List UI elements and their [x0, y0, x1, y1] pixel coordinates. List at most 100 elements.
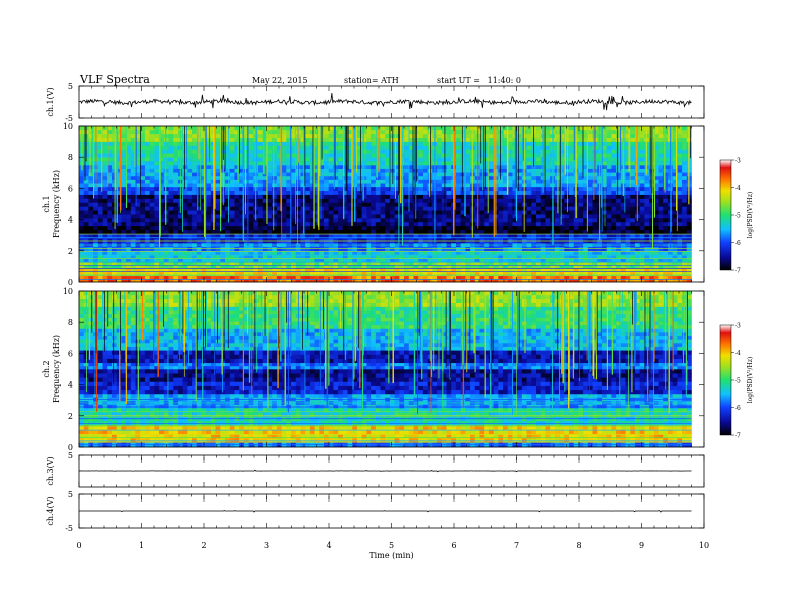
spectrogram-cell: [300, 149, 306, 154]
spectrogram-cell: [187, 267, 193, 273]
spectrogram-cell: [305, 183, 311, 188]
spectrogram-cell: [441, 271, 447, 277]
spectrogram-cell: [182, 126, 188, 131]
spectrogram-cell: [404, 271, 410, 277]
spectrogram-cell: [597, 271, 603, 277]
spectrogram-cell: [97, 186, 103, 192]
spectrogram-cell: [564, 225, 570, 231]
spectrogram-cell: [583, 145, 589, 150]
spectrogram-cell: [352, 264, 358, 269]
spectrogram-cell: [187, 250, 193, 255]
spectrogram-cell: [338, 210, 344, 215]
spectrogram-cell: [328, 190, 334, 195]
spectrogram-cell: [418, 145, 424, 150]
spectrogram-cell: [342, 194, 348, 199]
spectrogram-cell: [295, 190, 301, 195]
spectrogram-cell: [569, 233, 575, 239]
spectrogram-cell: [408, 202, 414, 207]
spectrogram-cell: [248, 254, 254, 259]
spectrogram-cell: [154, 141, 160, 146]
spectrogram-cell: [488, 254, 494, 259]
spectrogram-cell: [427, 229, 433, 234]
spectrogram-cell: [342, 229, 348, 234]
spectrogram-cell: [573, 229, 579, 234]
spectrogram-cell: [173, 133, 179, 138]
spectrogram-cell: [601, 172, 607, 177]
spectrogram-cell: [441, 218, 447, 223]
spectrogram-cell: [229, 137, 235, 142]
spectrogram-cell: [611, 264, 617, 269]
spectrogram-cell: [187, 229, 193, 234]
spectrogram-cell: [88, 172, 94, 177]
spectrogram-cell: [507, 126, 513, 131]
spectrogram-cell: [220, 206, 226, 211]
spectrogram-cell: [361, 175, 367, 180]
spectrogram-cell: [262, 221, 268, 227]
spectrogram-cell: [380, 129, 386, 135]
spectrogram-cell: [196, 254, 202, 259]
spectrogram-cell: [220, 264, 226, 269]
spectrogram-cell: [564, 168, 570, 173]
spectrogram-cell: [583, 133, 589, 138]
spectrogram-cell: [206, 161, 212, 166]
spectrogram-cell: [248, 194, 254, 199]
spectrogram-cell: [630, 271, 636, 277]
spectrogram-cell: [267, 190, 273, 195]
spectrogram-cell: [88, 175, 94, 180]
spectrogram-cell: [446, 186, 452, 192]
spectrogram-cell: [309, 137, 315, 142]
spectrogram-cell: [267, 194, 273, 199]
spectrogram-cell: [135, 198, 141, 203]
spectrogram-cell: [507, 261, 513, 266]
spectrogram-cell: [394, 202, 400, 207]
spectrogram-cell: [324, 271, 330, 277]
spectrogram-cell: [427, 214, 433, 219]
spectrogram-cell: [526, 267, 532, 273]
spectrogram-cell: [375, 137, 381, 142]
spectrogram-cell: [507, 183, 513, 188]
spectrogram-cell: [347, 278, 353, 283]
spectrogram-cell: [366, 183, 372, 188]
spectrogram-cell: [126, 250, 132, 255]
spectrogram-cell: [286, 229, 292, 234]
spectrogram-cell: [578, 168, 584, 173]
spectrogram-cell: [258, 190, 264, 195]
spectrogram-cell: [347, 133, 353, 138]
spectrogram-cell: [564, 198, 570, 203]
spectrogram-cell: [460, 267, 466, 273]
spectrogram-cell: [305, 194, 311, 199]
spectrogram-cell: [545, 145, 551, 150]
spectrogram-cell: [517, 183, 523, 188]
spectrogram-cell: [503, 258, 509, 263]
spectrogram-cell: [418, 190, 424, 195]
spectrogram-cell: [536, 206, 542, 211]
spectrogram-cell: [130, 168, 136, 173]
spectrogram-cell: [531, 198, 537, 203]
spectrogram-cell: [601, 165, 607, 169]
spectrogram-cell: [554, 172, 560, 177]
spectrogram-cell: [479, 267, 485, 273]
spectrogram-cell: [347, 214, 353, 219]
spectrogram-cell: [168, 250, 174, 255]
spectrogram-cell: [404, 157, 410, 162]
spectrogram-cell: [182, 250, 188, 255]
spectrogram-cell: [479, 168, 485, 173]
spectrogram-cell: [281, 221, 287, 227]
spectrogram-cell: [130, 264, 136, 269]
spectrogram-cell: [394, 153, 400, 158]
spectrogram-cell: [272, 133, 278, 138]
spectrogram-cell: [503, 168, 509, 173]
spectrogram-cell: [83, 179, 89, 184]
spectrogram-cell: [455, 218, 461, 223]
spectrogram-cell: [366, 254, 372, 259]
spectrogram-cell: [512, 221, 518, 227]
spectrogram-cell: [526, 129, 532, 135]
spectrogram-cell: [536, 225, 542, 231]
spectrogram-cell: [484, 225, 490, 231]
spectrogram-cell: [573, 275, 579, 280]
spectrogram-cell: [484, 229, 490, 234]
spectrogram-cell: [328, 137, 334, 142]
spectrogram-cell: [630, 264, 636, 269]
spectrogram-cell: [630, 218, 636, 223]
spectrogram-cell: [559, 179, 565, 184]
